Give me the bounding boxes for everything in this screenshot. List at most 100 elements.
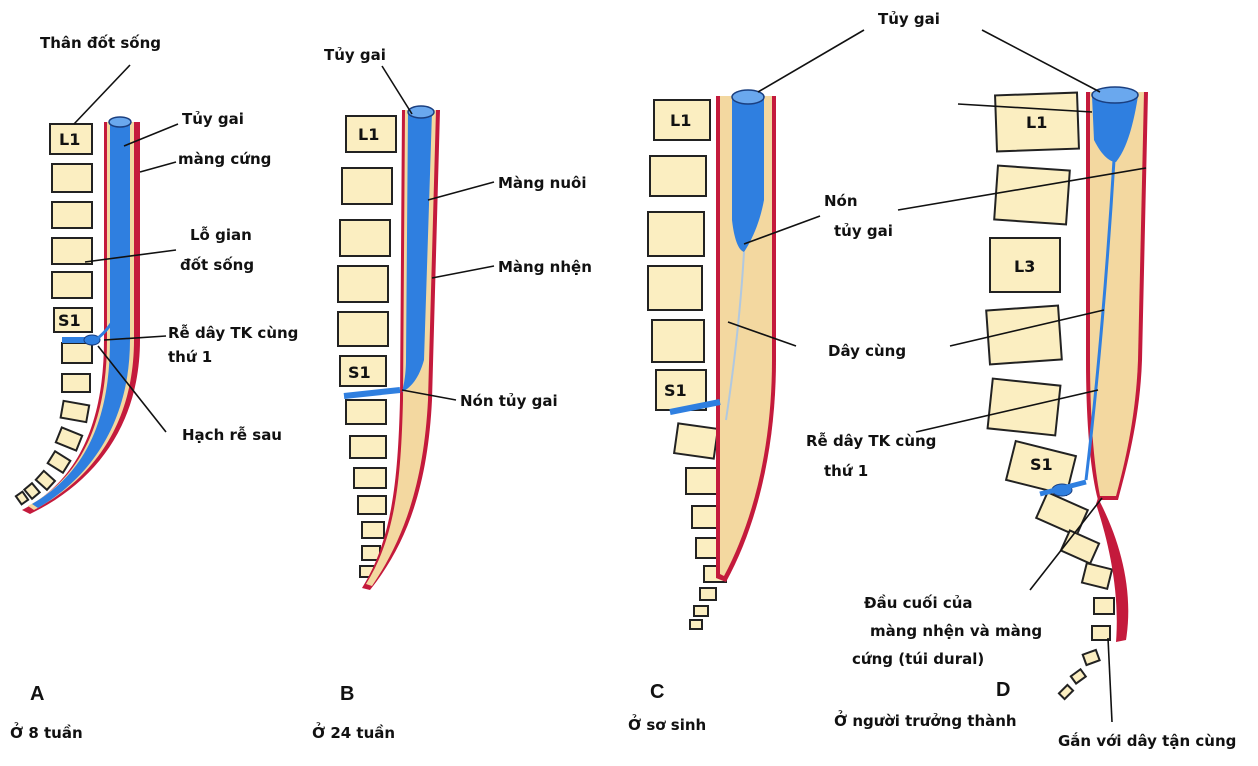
panel-letter-b: B (340, 683, 354, 705)
label-dau-cuoi-line2: màng nhện và màng (870, 622, 1042, 640)
vertebra-s1 (1004, 439, 1078, 497)
age-caption-b: Ở 24 tuần (312, 721, 395, 742)
vertebra (349, 435, 387, 459)
vertebra (59, 399, 91, 424)
vertebra-label-l1: L1 (670, 111, 691, 130)
vertebra (34, 469, 57, 492)
vertebra (337, 311, 389, 347)
panel-letter-a: A (30, 683, 44, 705)
vertebra (1034, 490, 1090, 538)
vertebra-label-s1: S1 (348, 363, 371, 382)
vertebra (353, 467, 387, 489)
label-re-day-d-line2: thứ 1 (824, 462, 868, 480)
vertebra (699, 587, 717, 601)
label-re-day-a-line1: Rễ dây TK cùng (168, 324, 298, 342)
label-re-day-a-line2: thứ 1 (168, 348, 212, 366)
vertebra (672, 422, 720, 460)
label-mang-nuoi: Màng nuôi (498, 174, 587, 192)
panel-b: L1 S1 Tủy gai Màng nuôi Màng nhện Nón tủ… (312, 46, 592, 742)
label-day-cung: Dây cùng (828, 342, 906, 360)
vertebra (689, 619, 703, 630)
vertebra (357, 495, 387, 515)
panel-letter-c: C (650, 681, 664, 703)
vertebra-label-s1: S1 (1030, 455, 1053, 474)
vertebra (1080, 561, 1114, 591)
vertebra (46, 449, 72, 475)
label-non-tuy-gai-b: Nón tủy gai (460, 392, 558, 410)
vertebra (337, 265, 389, 303)
vertebra (51, 271, 93, 299)
vertebra-l1 (49, 123, 93, 155)
age-caption-d: Ở người trưởng thành (834, 709, 1017, 730)
panel-letter-d: D (996, 679, 1010, 701)
age-caption-c: Ở sơ sinh (628, 713, 706, 734)
age-caption-a: Ở 8 tuần (10, 721, 83, 742)
vertebra-l1 (345, 115, 397, 153)
vertebra (1091, 625, 1111, 641)
vertebra (54, 426, 84, 452)
spinal-cord-b (402, 112, 432, 392)
vertebra (647, 211, 705, 257)
vertebral-column-d (985, 91, 1115, 701)
vertebra-s1 (339, 355, 387, 387)
vertebra-l1 (653, 99, 711, 141)
label-dau-cuoi-line1: Đầu cuối của (864, 593, 973, 612)
label-mang-cung: màng cứng (178, 150, 271, 168)
label-tuy-gai-a: Tủy gai (182, 110, 244, 128)
dorsal-root-ganglion-a (83, 334, 101, 346)
label-dau-cuoi-line3: cứng (túi dural) (852, 650, 984, 668)
label-hach-re-sau: Hạch rễ sau (182, 426, 282, 444)
vertebra-label-l1: L1 (1026, 113, 1047, 132)
spinal-cord-a (32, 122, 130, 508)
vertebra (51, 201, 93, 229)
label-re-day-d-line1: Rễ dây TK cùng (806, 432, 936, 450)
label-gan-voi-day-tan-cung: Gắn với dây tận cùng (1058, 731, 1236, 750)
cord-top-c (731, 89, 765, 105)
s1-nerve-root-c (669, 399, 721, 415)
label-non-line1: Nón (824, 192, 858, 210)
vertebra (339, 219, 391, 257)
vertebra (22, 481, 42, 501)
vertebra-l3 (989, 237, 1061, 293)
filum-terminale-d (1084, 159, 1116, 481)
vertebra (51, 163, 93, 193)
vertebra (1093, 597, 1115, 615)
vertebra-s1 (53, 307, 93, 333)
label-tuy-gai-b: Tủy gai (324, 46, 386, 64)
vertebra (651, 319, 705, 363)
vertebra (1059, 529, 1101, 565)
vertebra (685, 467, 721, 495)
cord-top-d (1091, 86, 1139, 104)
spinal-cord-d (1092, 96, 1138, 162)
vertebra (647, 265, 703, 311)
vertebra-label-l1: L1 (59, 130, 80, 149)
vertebra-label-l1: L1 (358, 125, 379, 144)
vertebra (649, 155, 707, 197)
panel-c: L1 S1 Nón tủy gai Dây cùng C Ở sơ sinh (628, 29, 906, 734)
panel-a: L1 S1 Thân đốt sống Tủy gai màng cứng Lỗ… (10, 33, 298, 742)
vertebra (1081, 648, 1101, 667)
vertebra (693, 605, 709, 617)
label-mang-nhen: Màng nhện (498, 258, 592, 276)
vertebra (361, 521, 385, 539)
vertebra-label-s1: S1 (58, 311, 81, 330)
cord-top-b (407, 105, 435, 119)
dural-sac-end-d (1096, 498, 1129, 642)
s1-nerve-root-d (1039, 479, 1087, 497)
vertebra (61, 373, 91, 393)
vertebra (61, 342, 93, 364)
vertebra (1069, 667, 1088, 685)
vertebral-column-a (14, 123, 93, 506)
vertebra (341, 167, 393, 205)
vertebra (993, 164, 1071, 226)
panel-d: L1 L3 S1 Tủy gai Rễ dây TK cùng thứ 1 Đầ… (806, 10, 1236, 750)
cord-top-a (108, 116, 132, 128)
vertebra (51, 237, 93, 265)
vertebra-label-s1: S1 (664, 381, 687, 400)
label-lo-gian-line1: Lỗ gian (190, 226, 252, 244)
s1-nerve-root-b (343, 387, 401, 399)
spinal-cord-c (732, 98, 764, 252)
label-tuy-gai-cd: Tủy gai (878, 10, 940, 28)
